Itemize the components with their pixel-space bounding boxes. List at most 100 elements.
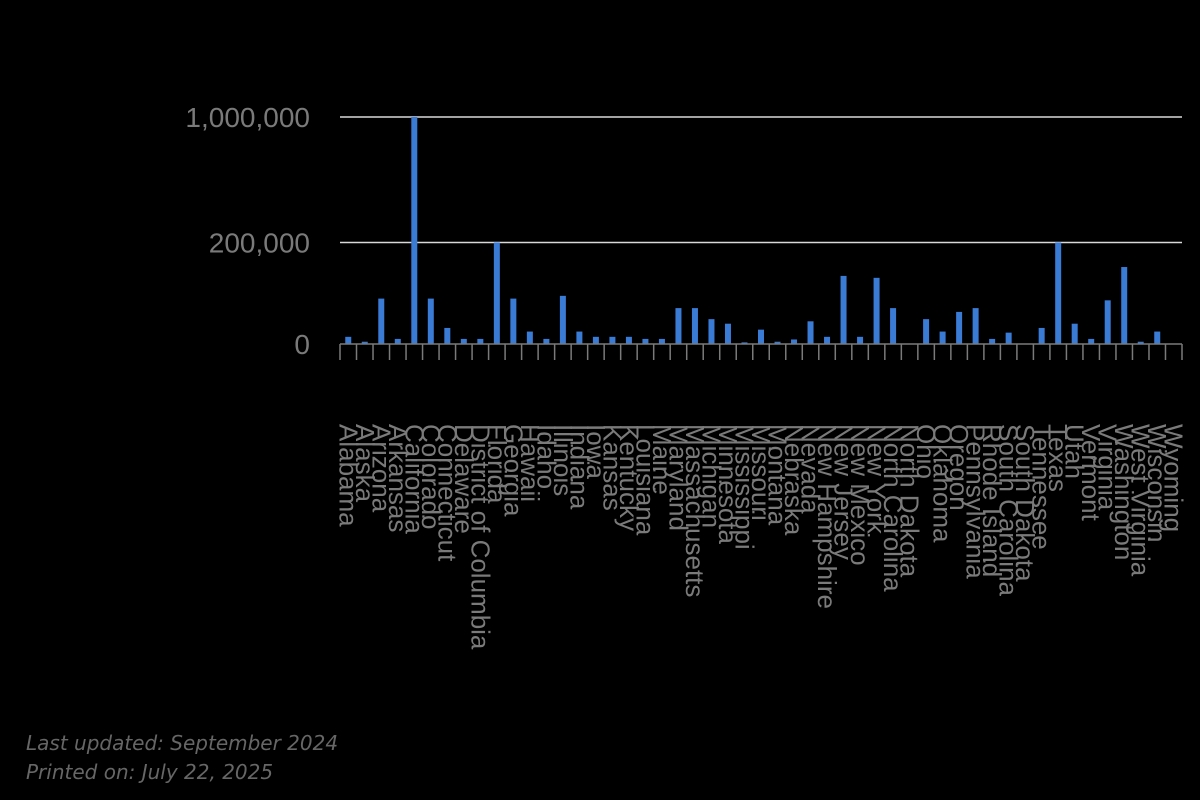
bar: Georgia: 40000 [510, 298, 517, 344]
bar: Maryland: 25000 [675, 308, 682, 344]
x-tick-label: Alaska [350, 424, 380, 503]
bar: Rhode Island: 500 [989, 338, 996, 344]
bars: Alabama: 1000 Alaska: 100 Arizona: 40000 Ar… [345, 117, 1161, 344]
x-tick-label: Alabama [333, 424, 363, 527]
bar: Texas: 200000 [1055, 242, 1062, 344]
bar: Illinois: 45000 [559, 295, 566, 344]
bar: Louisiana: 500 [642, 338, 649, 344]
x-axis [339, 343, 1183, 360]
bar: Alabama: 1000 [345, 336, 352, 344]
x-tick-label: Idaho [531, 424, 561, 489]
bar: Alaska: 100 [361, 341, 368, 344]
x-tick-label: Vermont [1076, 424, 1106, 522]
x-tick-label: Iowa [581, 424, 611, 479]
bar: Mississippi: 50 [741, 342, 748, 344]
x-tick-label: Connecticut [432, 424, 462, 562]
x-tick-label: Pennsylvania [961, 424, 991, 579]
x-tick-label: Massachusetts [680, 424, 710, 597]
bar: Indiana: 3000 [576, 331, 583, 344]
x-tick-label: New Mexico [845, 424, 875, 566]
x-tick-label: Ohio [911, 424, 941, 479]
y-axis-tick-labels: 0 200,000 1,000,000 [185, 102, 310, 360]
x-tick-label: Montana [763, 424, 793, 526]
x-axis-tick-labels: AlabamaAlaskaArizonaArkansasCaliforniaCo… [333, 424, 1188, 650]
bar: Kentucky: 1000 [625, 336, 632, 344]
x-tick-label: Rhode Island [977, 424, 1007, 577]
bar: California: 1000000 [411, 117, 418, 344]
x-tick-label: Michigan [696, 424, 726, 528]
x-tick-label: Delaware [449, 424, 479, 534]
bar: Nebraska: 400 [791, 339, 798, 344]
bar: Colorado: 40000 [427, 298, 434, 344]
x-tick-label: Wisconsin [1142, 424, 1172, 542]
y-tick-label: 200,000 [209, 227, 310, 258]
x-tick-label: Nebraska [779, 424, 809, 536]
bar: New Hampshire: 1000 [824, 336, 831, 344]
x-tick-label: Wyoming [1159, 424, 1189, 532]
x-tick-label: Arkansas [383, 424, 413, 532]
x-tick-label: Minnesota [713, 424, 743, 544]
y-tick-label: 0 [294, 329, 310, 360]
bar: Hawaii: 3000 [526, 331, 533, 344]
y-tick-label: 1,000,000 [185, 102, 310, 133]
x-tick-label: Oregon [944, 424, 974, 511]
bar: Utah: 8000 [1071, 323, 1078, 344]
x-tick-label: South Carolina [994, 424, 1024, 597]
x-tick-label: Maryland [663, 424, 693, 531]
x-tick-label: Washington [1109, 424, 1139, 560]
bar: Oklahoma: 3000 [939, 331, 946, 344]
bar: Pennsylvania: 25000 [972, 308, 979, 344]
bar: District of Columbia: 500 [477, 338, 484, 344]
x-tick-label: New York [862, 424, 892, 535]
x-tick-label: Missouri [746, 424, 776, 521]
bar: West Virginia: 100 [1137, 341, 1144, 344]
x-tick-label: California [399, 424, 429, 534]
bar: Wisconsin: 3000 [1154, 331, 1161, 344]
x-tick-label: Maine [647, 424, 677, 495]
x-tick-label: Mississippi [729, 424, 759, 550]
gridlines [340, 116, 1182, 244]
bar: North Carolina: 25000 [890, 308, 897, 344]
x-tick-label: Kansas [597, 424, 627, 511]
x-tick-label: District of Columbia [465, 424, 495, 650]
x-tick-label: Arizona [366, 424, 396, 513]
x-tick-label: North Dakota [895, 424, 925, 578]
bar: Ohio: 12000 [923, 319, 930, 344]
bar: New Mexico: 1000 [857, 336, 864, 344]
x-tick-label: North Carolina [878, 424, 908, 592]
bar: New York: 85000 [873, 277, 880, 344]
x-tick-label: Indiana [564, 424, 594, 510]
bar: Arkansas: 500 [394, 338, 401, 344]
x-tick-label: Utah [1060, 424, 1090, 479]
bar: Washington: 115000 [1121, 267, 1128, 344]
x-tick-label: Florida [482, 424, 512, 504]
bar: South Carolina: 2500 [1005, 332, 1012, 344]
bar: Minnesota: 8000 [724, 323, 731, 344]
x-tick-label: Georgia [498, 424, 528, 517]
bar: Tennessee: 5000 [1038, 327, 1045, 344]
bar: Arizona: 40000 [378, 298, 385, 344]
x-tick-label: Kentucky [614, 424, 644, 531]
bar: Connecticut: 5000 [444, 327, 451, 344]
bar: Massachusetts: 25000 [691, 308, 698, 344]
bar: Iowa: 1000 [592, 336, 599, 344]
x-tick-label: Colorado [416, 424, 446, 530]
printed-on-note: Printed on: July 22, 2025 [26, 760, 274, 784]
bar: Missouri: 4000 [758, 329, 764, 344]
bar: Oregon: 20000 [956, 311, 963, 344]
last-updated-note: Last updated: September 2024 [26, 731, 339, 755]
bar: Montana: 100 [774, 341, 781, 344]
x-tick-label: West Virginia [1126, 424, 1156, 577]
x-tick-label: Louisiana [630, 424, 660, 536]
x-tick-label: New Hampshire [812, 424, 842, 609]
bar: Maine: 500 [658, 338, 665, 344]
x-tick-label: Virginia [1093, 424, 1123, 511]
bar: Kansas: 1000 [609, 336, 616, 344]
bar: Florida: 200000 [493, 242, 500, 344]
x-tick-label: New Jersey [829, 424, 859, 560]
bar: Idaho: 500 [543, 338, 550, 344]
bar: Delaware: 500 [460, 338, 467, 344]
x-tick-label: Texas [1043, 424, 1073, 492]
x-tick-label: Illinois [548, 424, 578, 496]
